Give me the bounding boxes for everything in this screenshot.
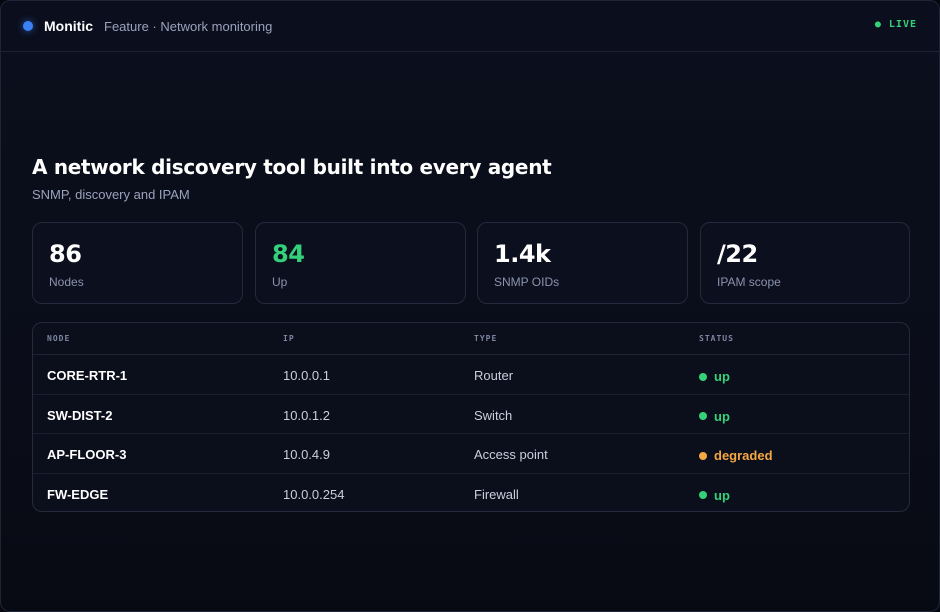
node-type: Switch	[474, 407, 513, 423]
node-type: Router	[474, 368, 514, 383]
node-type: Firewall	[474, 486, 519, 502]
status-text: up	[714, 487, 730, 503]
status-text: up	[714, 408, 730, 424]
brand-name[interactable]: Monitic	[44, 18, 93, 34]
stat-value: 1.4k	[494, 240, 551, 268]
nodes-table: NODE IP TYPE STATUS CORE-RTR-1 10.0.0.1 …	[32, 322, 910, 512]
status-dot-icon	[699, 412, 707, 420]
page-subtitle: SNMP, discovery and IPAM	[32, 187, 190, 202]
stat-label: Nodes	[49, 275, 84, 289]
status-badge: up	[699, 409, 730, 424]
status-text: up	[714, 369, 730, 384]
status-badge: up	[699, 369, 730, 384]
status-badge: up	[699, 488, 730, 503]
top-bar: Monitic Feature · Network monitoring ● L…	[1, 1, 939, 52]
column-header-node: NODE	[47, 334, 71, 343]
stat-card-nodes: 86 Nodes	[32, 222, 243, 304]
status-badge: degraded	[699, 448, 773, 463]
stat-value: 86	[49, 240, 82, 268]
status-text: degraded	[714, 448, 773, 463]
stat-card-ipam-scope: /22 IPAM scope	[700, 222, 910, 304]
live-indicator: ● LIVE	[874, 19, 917, 30]
stat-value: 84	[272, 240, 305, 268]
status-dot-icon	[699, 372, 707, 381]
page-title: A network discovery tool built into ever…	[32, 155, 552, 179]
table-row[interactable]: SW-DIST-2 10.0.1.2 Switch up	[33, 395, 909, 434]
table-row[interactable]: FW-EDGE 10.0.0.254 Firewall up	[33, 474, 909, 512]
table-row[interactable]: AP-FLOOR-3 10.0.4.9 Access point degrade…	[33, 434, 909, 474]
node-name: AP-FLOOR-3	[47, 447, 127, 462]
node-type: Access point	[474, 447, 548, 462]
node-ip: 10.0.4.9	[283, 447, 330, 462]
node-ip: 10.0.1.2	[283, 407, 330, 423]
brand-logo-icon	[23, 21, 33, 31]
node-name: FW-EDGE	[47, 486, 109, 502]
table-row[interactable]: CORE-RTR-1 10.0.0.1 Router up	[33, 355, 909, 395]
status-dot-icon	[699, 451, 707, 460]
breadcrumb: Feature · Network monitoring	[104, 18, 273, 34]
stats-row: 86 Nodes 84 Up 1.4k SNMP OIDs /22 IPAM s…	[32, 222, 910, 304]
node-ip: 10.0.0.1	[283, 368, 330, 383]
status-dot-icon	[699, 491, 707, 499]
stat-card-snmp-oids: 1.4k SNMP OIDs	[477, 222, 688, 304]
table-header: NODE IP TYPE STATUS	[33, 323, 909, 355]
stat-label: SNMP OIDs	[494, 275, 560, 289]
node-name: CORE-RTR-1	[47, 368, 128, 383]
stat-label: Up	[272, 275, 288, 289]
column-header-type: TYPE	[474, 334, 498, 343]
stat-value: /22	[717, 240, 758, 268]
node-name: SW-DIST-2	[47, 407, 113, 423]
column-header-status: STATUS	[699, 334, 734, 343]
node-ip: 10.0.0.254	[283, 486, 345, 502]
column-header-ip: IP	[283, 334, 295, 343]
stat-card-up: 84 Up	[255, 222, 466, 304]
stat-label: IPAM scope	[717, 275, 781, 289]
